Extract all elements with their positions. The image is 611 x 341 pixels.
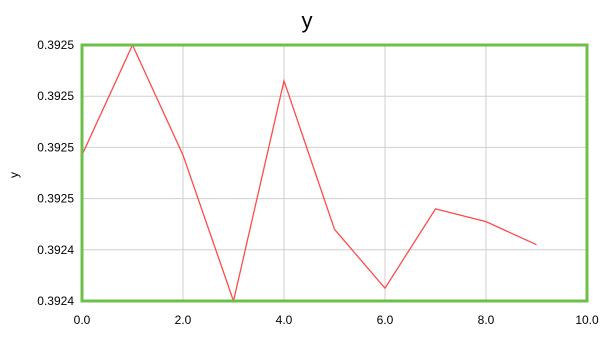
x-tick-label: 4.0: [276, 313, 293, 327]
y-tick-label: 0.3925: [37, 38, 74, 52]
y-axis-label: y: [7, 172, 21, 178]
x-tick-label: 6.0: [377, 313, 394, 327]
x-tick-label: 0.0: [74, 313, 91, 327]
y-tick-label: 0.3925: [37, 192, 74, 206]
grid-lines: [82, 45, 587, 301]
x-tick-label: 2.0: [175, 313, 192, 327]
y-tick-label: 0.3924: [37, 294, 74, 308]
plot-border: [80, 43, 589, 303]
y-tick-label: 0.3924: [37, 243, 74, 257]
series-line: [81, 43, 537, 304]
y-tick-label: 0.3925: [37, 140, 74, 154]
y-tick-label: 0.3925: [37, 89, 74, 103]
tick-labels: 0.0 2.0 4.0 6.0 8.0 10.0 0.3924 0.3924 0.3925 0.3…: [37, 38, 599, 327]
chart-title: y: [302, 8, 313, 33]
series-layer: [81, 43, 537, 304]
x-tick-label: 8.0: [478, 313, 495, 327]
x-tick-label: 10.0: [575, 313, 599, 327]
